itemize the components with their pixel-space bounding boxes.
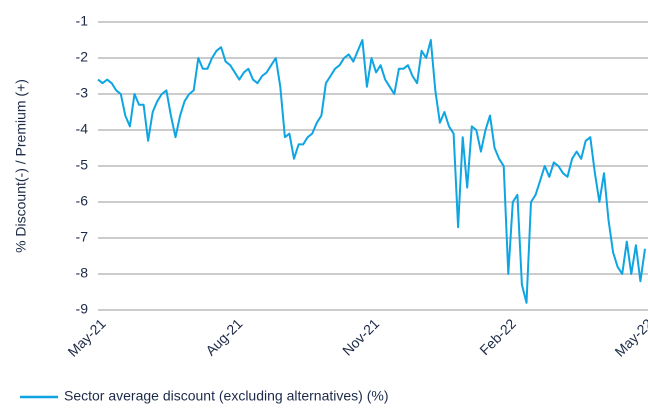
x-tick-label: Nov-21 [339, 315, 382, 358]
x-tick-label: Aug-21 [202, 315, 245, 358]
y-tick-label: -8 [76, 265, 89, 281]
legend-label: Sector average discount (excluding alter… [64, 388, 389, 404]
y-tick-label: -6 [76, 193, 89, 209]
x-tick-label: May-22 [611, 315, 648, 359]
y-tick-label: -2 [76, 49, 89, 65]
y-tick-label: -7 [76, 229, 89, 245]
x-tick-label: Feb-22 [476, 315, 519, 358]
y-tick-label: -5 [76, 157, 89, 173]
y-axis-label: % Discount(-) / Premium (+) [13, 79, 29, 253]
y-tick-label: -1 [76, 13, 89, 29]
y-tick-label: -3 [76, 85, 89, 101]
y-tick-label: -4 [76, 121, 89, 137]
data-line [97, 39, 646, 304]
y-tick-label: -9 [76, 301, 89, 317]
x-tick-label: May-21 [64, 315, 108, 359]
